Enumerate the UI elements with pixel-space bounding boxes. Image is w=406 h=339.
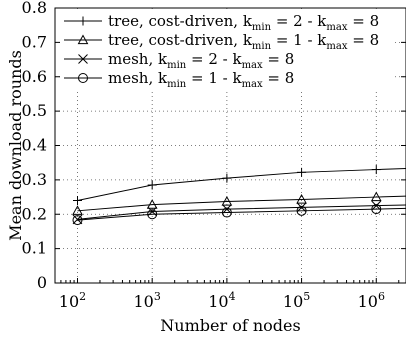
legend-entry: mesh, kmin = 1 - kmax = 8 xyxy=(64,69,294,90)
x-tick-label: 105 xyxy=(283,290,310,311)
data-point-circle xyxy=(78,73,88,83)
data-point-plus xyxy=(78,16,88,26)
data-point-triangle xyxy=(77,34,89,45)
data-point-circle xyxy=(221,207,232,218)
y-tick-label: 0.5 xyxy=(22,101,47,120)
y-tick-label: 0.4 xyxy=(22,136,47,155)
data-point-triangle xyxy=(296,193,307,204)
legend-background xyxy=(60,11,392,91)
x-tick-label: 102 xyxy=(59,290,86,311)
y-tick-label: 0.1 xyxy=(22,239,47,258)
series-line xyxy=(77,195,406,212)
data-point-triangle xyxy=(221,196,233,206)
series-line xyxy=(77,204,406,220)
data-point-circle xyxy=(147,209,158,220)
data-point-plus xyxy=(72,196,82,205)
y-tick-label: 0.6 xyxy=(22,67,47,86)
axis-ticks: 0 0.1 0.2 0.3 0.4 0.5 0.6 0.7 0.8 102 103 104 105 106 xyxy=(22,0,406,311)
legend-entry: tree, cost-driven, kmin = 1 - kmax = 8 xyxy=(64,31,379,52)
legend: tree, cost-driven, kmin = 2 - kmax = 8tr… xyxy=(60,11,392,91)
legend-entry: mesh, kmin = 2 - kmax = 8 xyxy=(64,50,294,71)
series-layer xyxy=(72,165,406,226)
x-tick-label: 103 xyxy=(134,290,161,311)
data-point-plus xyxy=(222,173,232,183)
data-point-circle xyxy=(72,215,83,226)
x-axis-label: Number of nodes xyxy=(160,316,300,335)
y-tick-label: 0.7 xyxy=(22,32,47,51)
legend-entry: tree, cost-driven, kmin = 2 - kmax = 8 xyxy=(64,12,379,33)
series-4 xyxy=(72,204,406,226)
data-point-triangle xyxy=(146,199,158,209)
data-point-triangle xyxy=(72,205,83,215)
legend-label: mesh, kmin = 2 - kmax = 8 xyxy=(108,50,294,71)
data-point-plus xyxy=(371,165,381,175)
x-tick-label: 106 xyxy=(358,290,385,311)
data-point-circle xyxy=(371,204,382,215)
y-axis-label: Mean download rounds xyxy=(6,50,25,241)
y-tick-label: 0.8 xyxy=(22,0,47,17)
series-line xyxy=(77,167,406,201)
series-2 xyxy=(72,191,406,215)
y-tick-label: 0.3 xyxy=(22,170,47,189)
legend-label: tree, cost-driven, kmin = 2 - kmax = 8 xyxy=(108,12,379,33)
y-tick-label: 0 xyxy=(37,273,47,292)
data-point-plus xyxy=(147,180,157,190)
data-point-circle xyxy=(296,205,307,216)
data-point-plus xyxy=(297,167,307,177)
x-tick-label: 104 xyxy=(208,290,235,311)
y-tick-label: 0.2 xyxy=(22,204,47,223)
data-point-triangle xyxy=(370,191,382,202)
legend-label: mesh, kmin = 1 - kmax = 8 xyxy=(108,69,294,90)
legend-label: tree, cost-driven, kmin = 1 - kmax = 8 xyxy=(108,31,379,52)
series-1 xyxy=(72,165,406,205)
data-point-cross xyxy=(78,54,88,64)
